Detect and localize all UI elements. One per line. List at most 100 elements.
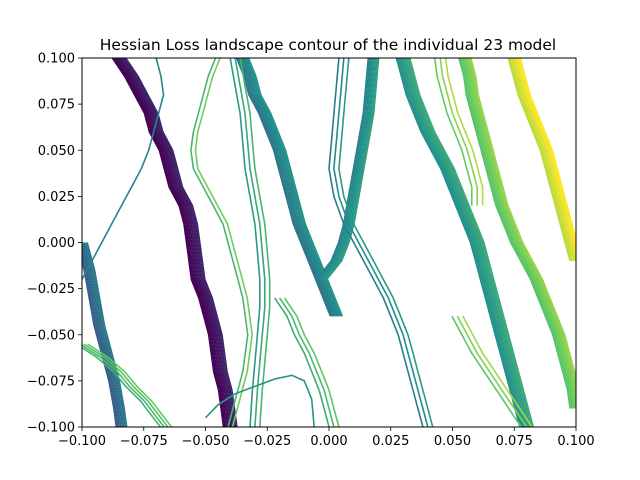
contour-line-right-upper-green-lines-2	[439, 58, 478, 206]
contour-line-mid-right-teal-lines-1	[328, 58, 424, 427]
y-tick-label: 0.075	[38, 98, 75, 113]
contour-line-left-teal-line-1	[82, 58, 165, 280]
contour-line-right-yellow-band-4	[512, 58, 576, 262]
x-tick-label: −0.100	[58, 434, 106, 449]
contour-line-right-upper-green-lines-1	[433, 58, 473, 206]
contour-line-left-dark-band-9	[123, 58, 237, 427]
contour-line-center-left-teal-band-2	[237, 58, 333, 317]
contour-line-right-teal-band-10	[409, 58, 535, 427]
contour-line-lower-center-green-lines-1	[274, 297, 330, 427]
contour-line-lower-center-green-lines-2	[278, 297, 335, 427]
contour-line-left-dark-band-6	[119, 58, 232, 427]
contour-line-left-dark-band-7	[120, 58, 234, 427]
contour-line-right-green-band-5	[464, 58, 576, 409]
contour-line-far-left-band-4	[82, 242, 122, 427]
contour-line-far-left-band-5	[82, 242, 124, 427]
y-tick-label: 0.025	[38, 190, 75, 205]
contour-line-right-yellow-band-6	[514, 58, 576, 259]
contour-line-right-green-band-8	[468, 58, 576, 386]
contour-lines	[82, 58, 576, 427]
contour-line-lower-left-green-lines-4	[87, 343, 173, 427]
contour-line-mid-right-teal-lines-2	[333, 58, 429, 427]
contour-line-lower-left-green-lines-3	[83, 343, 169, 427]
contour-line-right-yellow-band-7	[516, 58, 576, 253]
contour-line-left-dark-band-3	[114, 58, 228, 427]
contour-line-right-yellow-band-1	[507, 58, 571, 262]
contour-line-mid-right-teal-lines-3	[338, 58, 434, 427]
x-tick-label: −0.075	[120, 434, 168, 449]
contour-line-center-green-lines-1	[229, 58, 261, 427]
contour-line-right-yellow-band-9	[519, 58, 576, 242]
contour-line-left-dark-band-1	[111, 58, 225, 427]
contour-line-left-dark-band-2	[113, 58, 226, 427]
contour-line-right-teal-band-6	[403, 58, 529, 427]
contour-line-right-teal-band-7	[404, 58, 530, 427]
contour-line-lower-center-green-lines-3	[283, 297, 340, 427]
y-tick-label: 0.100	[38, 52, 75, 67]
chart-title: Hessian Loss landscape contour of the in…	[100, 36, 557, 54]
contour-line-right-teal-band-3	[398, 58, 524, 427]
contour-line-right-green-band-7	[467, 58, 576, 393]
contour-line-far-left-band-2	[82, 253, 119, 427]
y-tick-label: −0.100	[27, 421, 75, 436]
contour-line-center-left-teal-band-1	[235, 58, 332, 317]
x-tick-label: 0.000	[310, 434, 347, 449]
x-tick-label: 0.075	[496, 434, 533, 449]
contour-line-right-green-band-9	[470, 58, 576, 381]
x-tick-label: −0.025	[243, 434, 291, 449]
contour-line-center-teal-branch-3	[318, 58, 372, 280]
contour-line-lower-left-green-lines-2	[82, 344, 165, 427]
contour-line-center-left-teal-band-4	[240, 58, 336, 317]
contour-line-right-yellow-band-8	[517, 58, 576, 248]
contour-line-lower-center-teal-line-1	[204, 374, 315, 427]
y-tick-label: −0.075	[27, 374, 75, 389]
contour-line-center-green-lines-2	[234, 58, 266, 427]
contour-line-center-left-teal-band-5	[241, 58, 338, 317]
contour-line-right-green-band-3	[461, 58, 574, 409]
contour-line-left-green-line-2	[194, 58, 254, 427]
contour-line-left-dark-band-5	[117, 58, 231, 427]
x-tick-label: 0.050	[434, 434, 471, 449]
contour-line-center-teal-branch-2	[317, 58, 371, 280]
contour-line-center-teal-branch-7	[324, 58, 378, 280]
y-tick-label: 0.050	[38, 144, 75, 159]
contour-line-center-teal-branch-6	[323, 58, 377, 280]
contour-line-center-teal-branch-1	[315, 58, 370, 280]
contour-line-right-yellow-band-3	[510, 58, 574, 262]
plot-area	[82, 58, 576, 427]
y-tick-label: −0.025	[27, 282, 75, 297]
contour-line-right-green-band-1	[458, 58, 571, 409]
contour-line-right-teal-band-1	[395, 58, 521, 427]
contour-line-center-left-teal-band-3	[238, 58, 335, 317]
contour-line-far-left-band-8	[86, 242, 128, 427]
x-tick-label: −0.050	[181, 434, 229, 449]
x-tick-label: 0.025	[372, 434, 409, 449]
contour-line-right-green-band-4	[462, 58, 576, 409]
x-axis: −0.100 −0.075 −0.050 −0.025 0.000 0.025 0.050 0…	[58, 427, 595, 449]
contour-line-right-inner-green-lines-1	[451, 315, 522, 427]
contour-line-left-green-line-1	[190, 58, 249, 427]
contour-line-right-upper-green-lines-3	[444, 58, 484, 206]
y-tick-label: −0.050	[27, 328, 75, 343]
y-axis: −0.100 −0.075 −0.050 −0.025 0.000 0.025 0.050 0…	[27, 52, 82, 436]
contour-line-right-teal-band-9	[407, 58, 533, 427]
contour-line-center-teal-branch-4	[320, 58, 374, 280]
contour-line-left-dark-band-10	[125, 58, 238, 427]
y-tick-label: 0.000	[38, 236, 75, 251]
x-tick-label: 0.100	[557, 434, 594, 449]
contour-line-right-yellow-band-5	[513, 58, 576, 262]
contour-line-right-yellow-band-2	[509, 58, 573, 262]
contour-line-right-teal-band-8	[406, 58, 532, 427]
contour-line-center-teal-branch-5	[321, 58, 375, 280]
contour-line-far-left-band-6	[83, 242, 125, 427]
contour-line-far-left-band-7	[84, 242, 126, 427]
contour-line-right-green-band-2	[459, 58, 573, 409]
contour-line-center-teal-branch-8	[326, 58, 380, 280]
contour-line-left-dark-band-4	[116, 58, 229, 427]
contour-line-center-green-lines-3	[239, 58, 271, 427]
contour-line-far-left-band-3	[82, 247, 121, 427]
contour-line-right-teal-band-4	[400, 58, 526, 427]
contour-line-right-teal-band-2	[397, 58, 523, 427]
contour-line-lower-left-green-lines-1	[82, 346, 162, 427]
